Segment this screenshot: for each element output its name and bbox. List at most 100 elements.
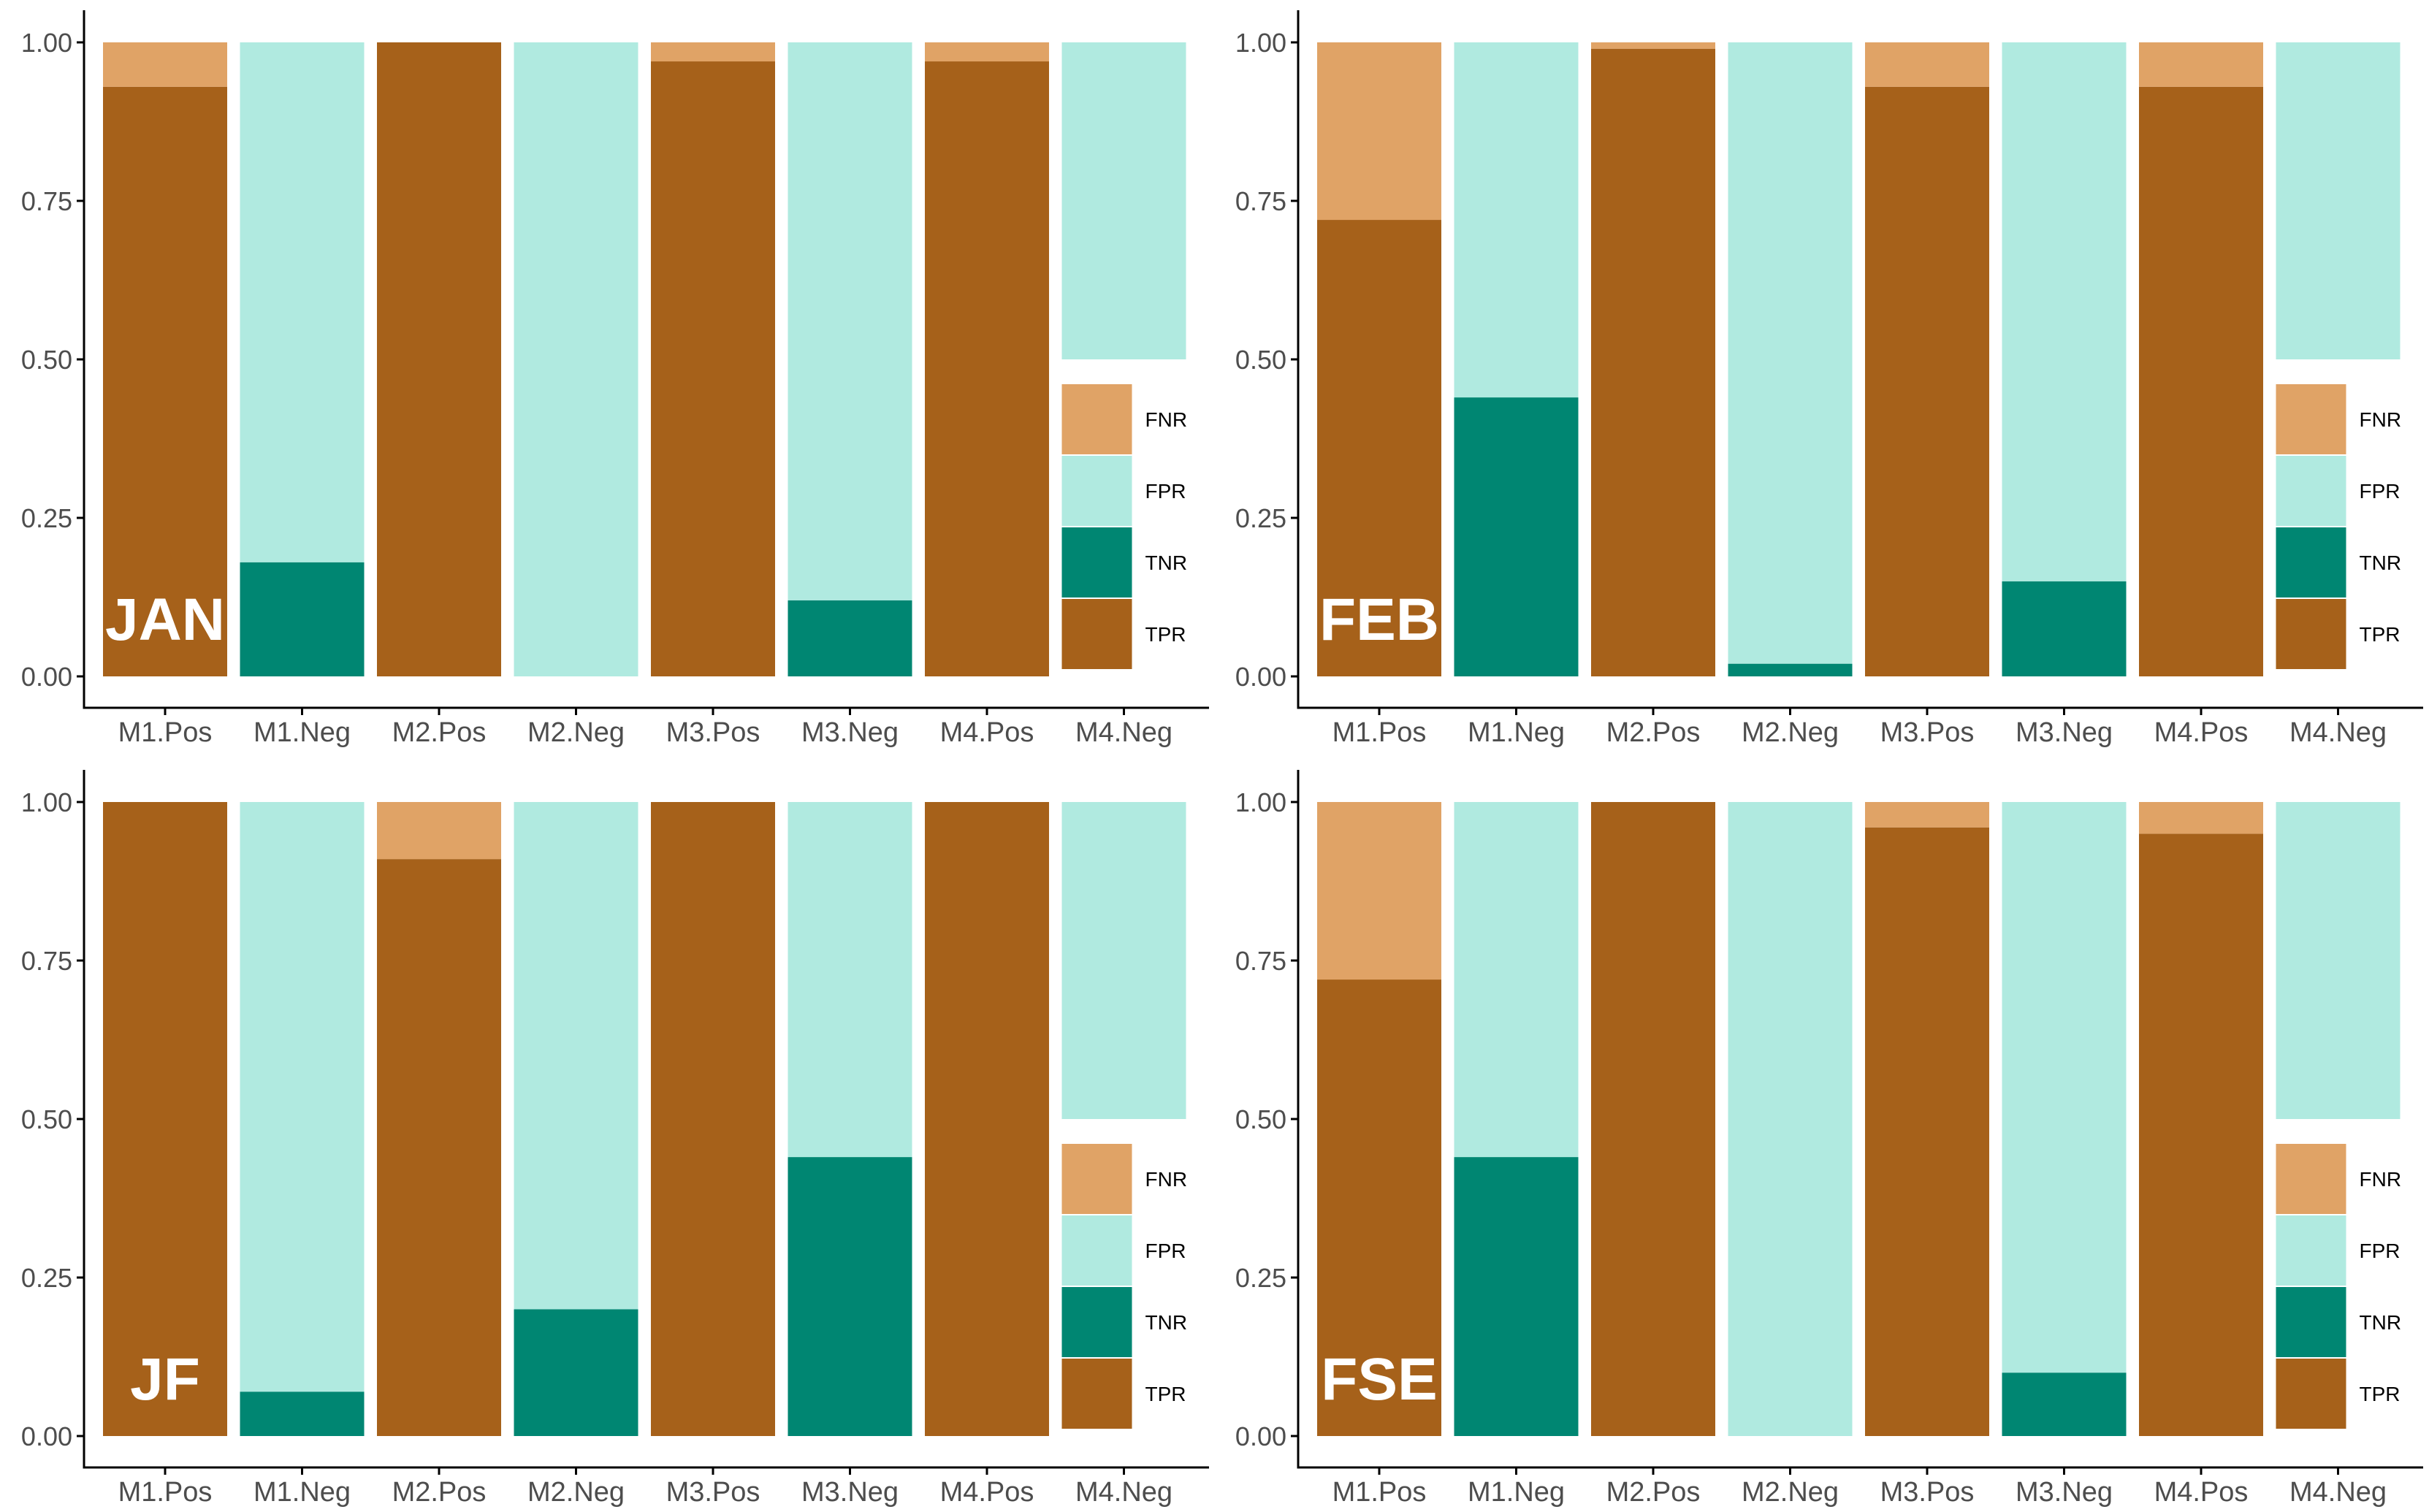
- x-tick-label: M3.Neg: [801, 717, 899, 748]
- x-tick-label: M3.Pos: [1880, 1477, 1975, 1508]
- bar-segment-m4-neg-fpr: [1061, 42, 1186, 359]
- bar-segment-m4-pos-fnr: [2139, 42, 2263, 87]
- bar-segment-m3-neg-tnr: [2002, 1372, 2127, 1436]
- panel-feb: M1.Pos M1.Neg M2.Pos M2.Neg M3.Pos M3.Neg M4.P…: [1235, 10, 2423, 748]
- legend-key-fnr: [1061, 1144, 1132, 1214]
- x-tick-label: M2.Pos: [1606, 1477, 1701, 1508]
- x-tick-label: M4.Neg: [2289, 1477, 2387, 1508]
- legend-label-tpr: TPR: [2360, 1383, 2401, 1405]
- y-tick-label: 0.75: [1235, 946, 1286, 976]
- x-tick-label: M2.Neg: [527, 1477, 625, 1508]
- x-tick-label: M2.Neg: [1742, 1477, 1839, 1508]
- legend-label-fpr: FPR: [2360, 480, 2401, 503]
- bar-segment-m2-neg-tnr: [1728, 663, 1853, 676]
- legend-label-tnr: TNR: [1145, 1311, 1188, 1334]
- x-tick-label: M4.Pos: [2154, 1477, 2249, 1508]
- panel-jan: M1.Pos M1.Neg M2.Pos M2.Neg M3.Pos M3.Neg M4.P…: [21, 10, 1209, 748]
- legend-label-tnr: TNR: [1145, 551, 1188, 574]
- bar-segment-m1-pos-fnr: [1317, 42, 1441, 221]
- bar-segment-m3-pos-tpr: [1865, 827, 1989, 1436]
- legend-key-tnr: [2276, 1287, 2346, 1357]
- bar-segment-m1-pos-tpr: [1317, 220, 1441, 676]
- legend-key-fpr: [1061, 456, 1132, 526]
- x-tick-label: M1.Neg: [253, 1477, 351, 1508]
- bar-segment-m3-neg-tnr: [2002, 581, 2127, 676]
- x-tick-label: M1.Pos: [118, 1477, 213, 1508]
- x-tick-label: M3.Pos: [1880, 717, 1975, 748]
- panel-fse: M1.Pos M1.Neg M2.Pos M2.Neg M3.Pos M3.Neg M4.P…: [1235, 770, 2423, 1508]
- y-tick-label: 0.75: [1235, 186, 1286, 216]
- bar-segment-m2-neg-fpr: [1728, 42, 1853, 664]
- x-tick-label: M3.Neg: [2016, 1477, 2113, 1508]
- x-tick-label: M1.Neg: [1468, 717, 1565, 748]
- bar-segment-m1-neg-tnr: [240, 562, 365, 676]
- bar-segment-m4-neg-fpr: [1061, 802, 1186, 1119]
- y-tick-label: 1.00: [1235, 787, 1286, 817]
- legend-key-fpr: [1061, 1215, 1132, 1286]
- x-tick-label: M2.Neg: [527, 717, 625, 748]
- bar-segment-m4-neg-fpr: [2276, 42, 2401, 359]
- legend-key-tpr: [1061, 1359, 1132, 1429]
- bar-segment-m2-pos-fnr: [377, 802, 501, 860]
- legend-label-tpr: TPR: [2360, 623, 2401, 646]
- y-tick-label: 0.25: [21, 1263, 72, 1293]
- bar-segment-m4-pos-fnr: [925, 42, 1049, 62]
- x-tick-label: M4.Pos: [940, 717, 1034, 748]
- legend-label-tpr: TPR: [1145, 623, 1186, 646]
- bar-segment-m3-pos-fnr: [1865, 42, 1989, 87]
- legend-key-fnr: [2276, 384, 2346, 454]
- y-tick-label: 0.50: [21, 1104, 72, 1134]
- bar-segment-m2-neg-fpr: [1728, 802, 1853, 1436]
- bar-segment-m3-neg-fpr: [788, 42, 912, 600]
- bar-segment-m2-pos-fnr: [1591, 42, 1715, 49]
- y-tick-label: 0.75: [21, 186, 72, 216]
- panel-label: FSE: [1321, 1346, 1437, 1413]
- bar-segment-m1-neg-tnr: [1454, 397, 1579, 676]
- legend-key-fpr: [2276, 1215, 2346, 1286]
- bar-segment-m3-pos-tpr: [1865, 86, 1989, 676]
- bar-segment-m3-pos-fnr: [651, 42, 775, 62]
- bar-segment-m3-neg-tnr: [788, 1157, 912, 1436]
- y-tick-label: 0.00: [21, 662, 72, 692]
- y-tick-label: 0.50: [1235, 1104, 1286, 1134]
- y-tick-label: 0.25: [1235, 503, 1286, 533]
- legend-label-fpr: FPR: [1145, 480, 1186, 503]
- bar-segment-m4-neg-fpr: [2276, 802, 2401, 1119]
- bar-segment-m1-neg-fpr: [1454, 42, 1579, 398]
- legend-key-tnr: [1061, 1287, 1132, 1357]
- y-tick-label: 0.50: [21, 345, 72, 375]
- legend-key-fpr: [2276, 456, 2346, 526]
- y-tick-label: 0.50: [1235, 345, 1286, 375]
- x-tick-label: M4.Neg: [1075, 1477, 1172, 1508]
- x-tick-label: M1.Pos: [1332, 717, 1427, 748]
- x-tick-label: M2.Pos: [1606, 717, 1701, 748]
- bar-segment-m4-pos-tpr: [925, 61, 1049, 677]
- x-tick-label: M4.Neg: [2289, 717, 2387, 748]
- bar-segment-m1-neg-fpr: [240, 42, 365, 562]
- bar-segment-m2-pos-tpr: [377, 859, 501, 1436]
- bar-segment-m3-neg-tnr: [788, 600, 912, 676]
- y-tick-label: 0.25: [21, 503, 72, 533]
- bar-segment-m3-pos-fnr: [1865, 802, 1989, 828]
- y-tick-label: 0.00: [1235, 1421, 1286, 1451]
- x-tick-label: M4.Pos: [940, 1477, 1034, 1508]
- legend-label-tnr: TNR: [2360, 1311, 2402, 1334]
- x-tick-label: M3.Neg: [801, 1477, 899, 1508]
- legend-key-fnr: [2276, 1144, 2346, 1214]
- legend-label-fpr: FPR: [2360, 1240, 2401, 1262]
- legend-label-tnr: TNR: [2360, 551, 2402, 574]
- bar-segment-m3-pos-tpr: [651, 802, 775, 1436]
- x-tick-label: M3.Pos: [666, 1477, 760, 1508]
- bar-segment-m1-pos-tpr: [103, 802, 227, 1436]
- bar-segment-m4-pos-tpr: [2139, 86, 2263, 676]
- bar-segment-m3-neg-fpr: [2002, 42, 2127, 581]
- x-tick-label: M2.Pos: [392, 1477, 487, 1508]
- bar-segment-m1-neg-fpr: [1454, 802, 1579, 1158]
- bar-segment-m3-neg-fpr: [2002, 802, 2127, 1373]
- bar-segment-m4-pos-tpr: [2139, 833, 2263, 1436]
- legend-label-fpr: FPR: [1145, 1240, 1186, 1262]
- legend-label-tpr: TPR: [1145, 1383, 1186, 1405]
- bar-segment-m2-neg-fpr: [514, 42, 638, 676]
- bar-segment-m1-pos-tpr: [103, 86, 227, 676]
